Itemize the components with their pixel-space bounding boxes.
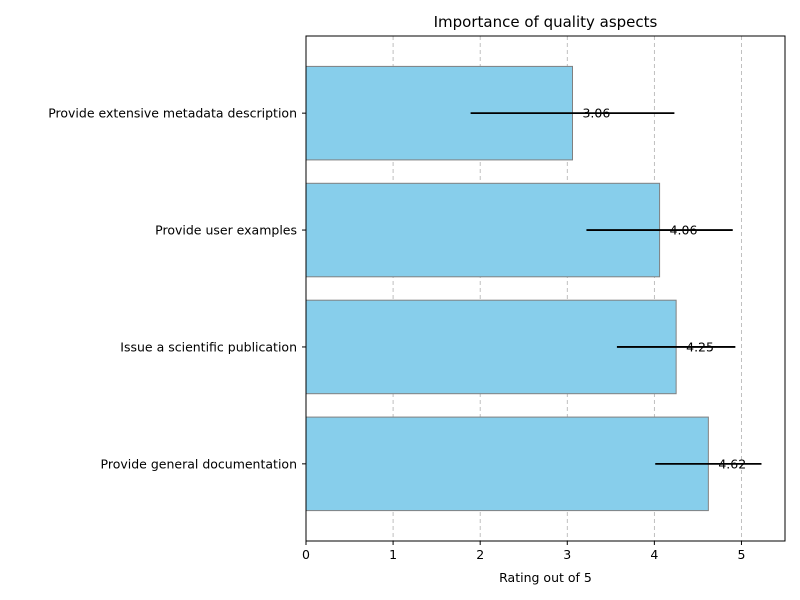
x-tick-label: 5 <box>737 547 745 562</box>
y-axis-ticks: Provide general documentation Issue a sci… <box>48 106 306 471</box>
x-axis-label: Rating out of 5 <box>499 570 592 585</box>
x-tick-label: 0 <box>302 547 310 562</box>
chart-title: Importance of quality aspects <box>434 13 658 31</box>
x-tick-label: 1 <box>389 547 397 562</box>
data-label: 4.62 <box>718 456 746 471</box>
x-tick-label: 4 <box>650 547 658 562</box>
data-label: 3.06 <box>582 106 610 121</box>
data-labels: 4.62 4.25 4.06 3.06 <box>582 106 746 472</box>
bar <box>305 299 677 395</box>
data-label: 4.25 <box>686 339 714 354</box>
y-tick-label: Provide user examples <box>155 223 297 238</box>
plot-frame <box>305 35 786 542</box>
y-tick-label: Provide extensive metadata description <box>48 106 297 121</box>
y-tick-label: Provide general documentation <box>101 456 297 471</box>
bars <box>305 65 709 512</box>
data-label: 4.06 <box>670 223 698 238</box>
y-tick-label: Issue a scientific publication <box>120 339 297 354</box>
x-axis-ticks: 0 1 2 3 4 5 <box>302 541 745 562</box>
bar <box>305 416 709 512</box>
x-tick-label: 3 <box>563 547 571 562</box>
error-bars <box>470 112 762 465</box>
x-tick-label: 2 <box>476 547 484 562</box>
